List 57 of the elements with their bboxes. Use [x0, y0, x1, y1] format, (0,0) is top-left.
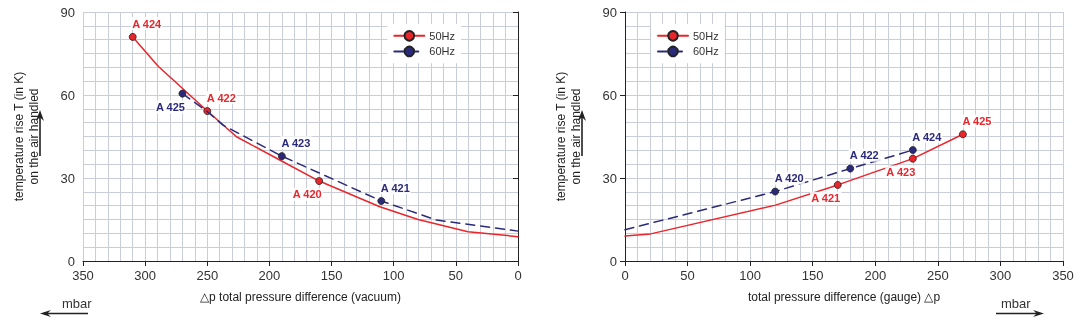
legend-label: 50Hz: [693, 29, 719, 42]
x-tick-label: 250: [927, 268, 949, 283]
x-tick-label: 200: [864, 268, 887, 283]
x-tick-label: 50: [448, 268, 464, 283]
legend-label: 50Hz: [429, 29, 456, 42]
point: [178, 89, 187, 98]
legend-label: 60Hz: [429, 45, 456, 58]
y-tick-label: 90: [602, 4, 617, 20]
x-tick-label: 350: [72, 268, 94, 283]
y-tick-label: 60: [60, 87, 75, 103]
point: [771, 187, 780, 196]
point: [846, 164, 855, 173]
text: mbar: [62, 296, 92, 311]
data-label: A 424: [132, 17, 163, 30]
y-axis-title: temperature rise T (in K) on the air handled: [11, 71, 41, 202]
data-label: A 423: [886, 166, 916, 179]
x-tick-label: 150: [320, 268, 343, 283]
y-tick-label: 30: [60, 170, 75, 186]
point: [277, 152, 286, 161]
point: [908, 154, 917, 163]
data-label: A 422: [206, 91, 236, 104]
x-tick-label: 300: [134, 268, 156, 283]
point: [377, 197, 386, 205]
legend-label: 60Hz: [693, 45, 719, 58]
x-tick-label: 0: [514, 268, 522, 283]
point: [128, 33, 137, 41]
data-label: A 425: [962, 114, 992, 127]
data-label: A 424: [912, 130, 943, 143]
y-tick-label: 90: [60, 4, 75, 20]
data-label: A 420: [292, 188, 322, 201]
x-tick-label: 0: [621, 268, 629, 283]
x-tick-label: 350: [1052, 268, 1074, 283]
y-axis-title: temperature rise T (in K) on the air handled: [553, 71, 583, 202]
y-tick-label: 0: [609, 253, 617, 269]
point: [315, 177, 324, 185]
x-tick-label: 150: [801, 268, 824, 283]
x-tick-label: 100: [739, 268, 761, 283]
point: [908, 146, 917, 154]
x-tick-label: 250: [196, 268, 219, 283]
data-label: A 425: [155, 101, 185, 114]
data-label: A 421: [380, 181, 410, 194]
y-tick-label: 30: [602, 170, 617, 186]
x-tick-label: 200: [258, 268, 281, 283]
point: [833, 181, 842, 189]
data-label: A 420: [774, 172, 804, 185]
x-axis-title: △p total pressure difference (vacuum): [200, 290, 401, 304]
x-tick-label: 300: [989, 268, 1012, 283]
x-tick-label: 50: [680, 268, 695, 283]
point: [958, 130, 967, 139]
x-axis-title: total pressure difference (gauge) △p: [747, 290, 941, 304]
data-label: A 422: [849, 149, 879, 162]
y-tick-label: 0: [67, 253, 75, 269]
data-label: A 423: [281, 136, 311, 149]
y-tick-label: 60: [602, 87, 617, 103]
data-label: A 421: [811, 192, 841, 205]
x-tick-label: 100: [382, 268, 405, 283]
text: mbar: [1001, 296, 1031, 311]
